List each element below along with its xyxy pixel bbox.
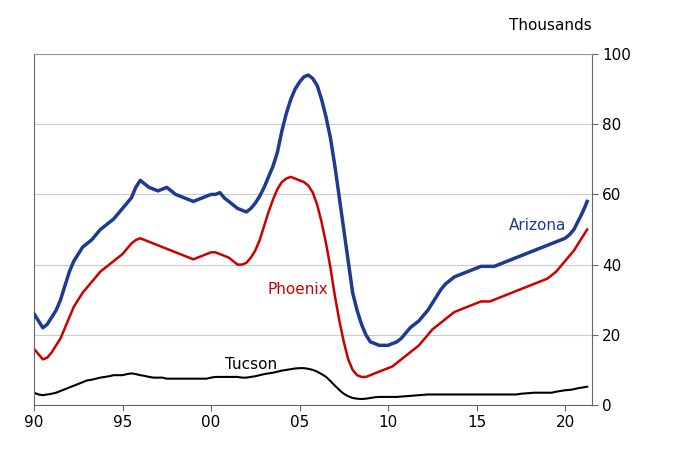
- Text: Arizona: Arizona: [509, 219, 566, 234]
- Text: Phoenix: Phoenix: [268, 282, 328, 297]
- Text: Tucson: Tucson: [225, 357, 277, 372]
- Text: Thousands: Thousands: [509, 18, 592, 33]
